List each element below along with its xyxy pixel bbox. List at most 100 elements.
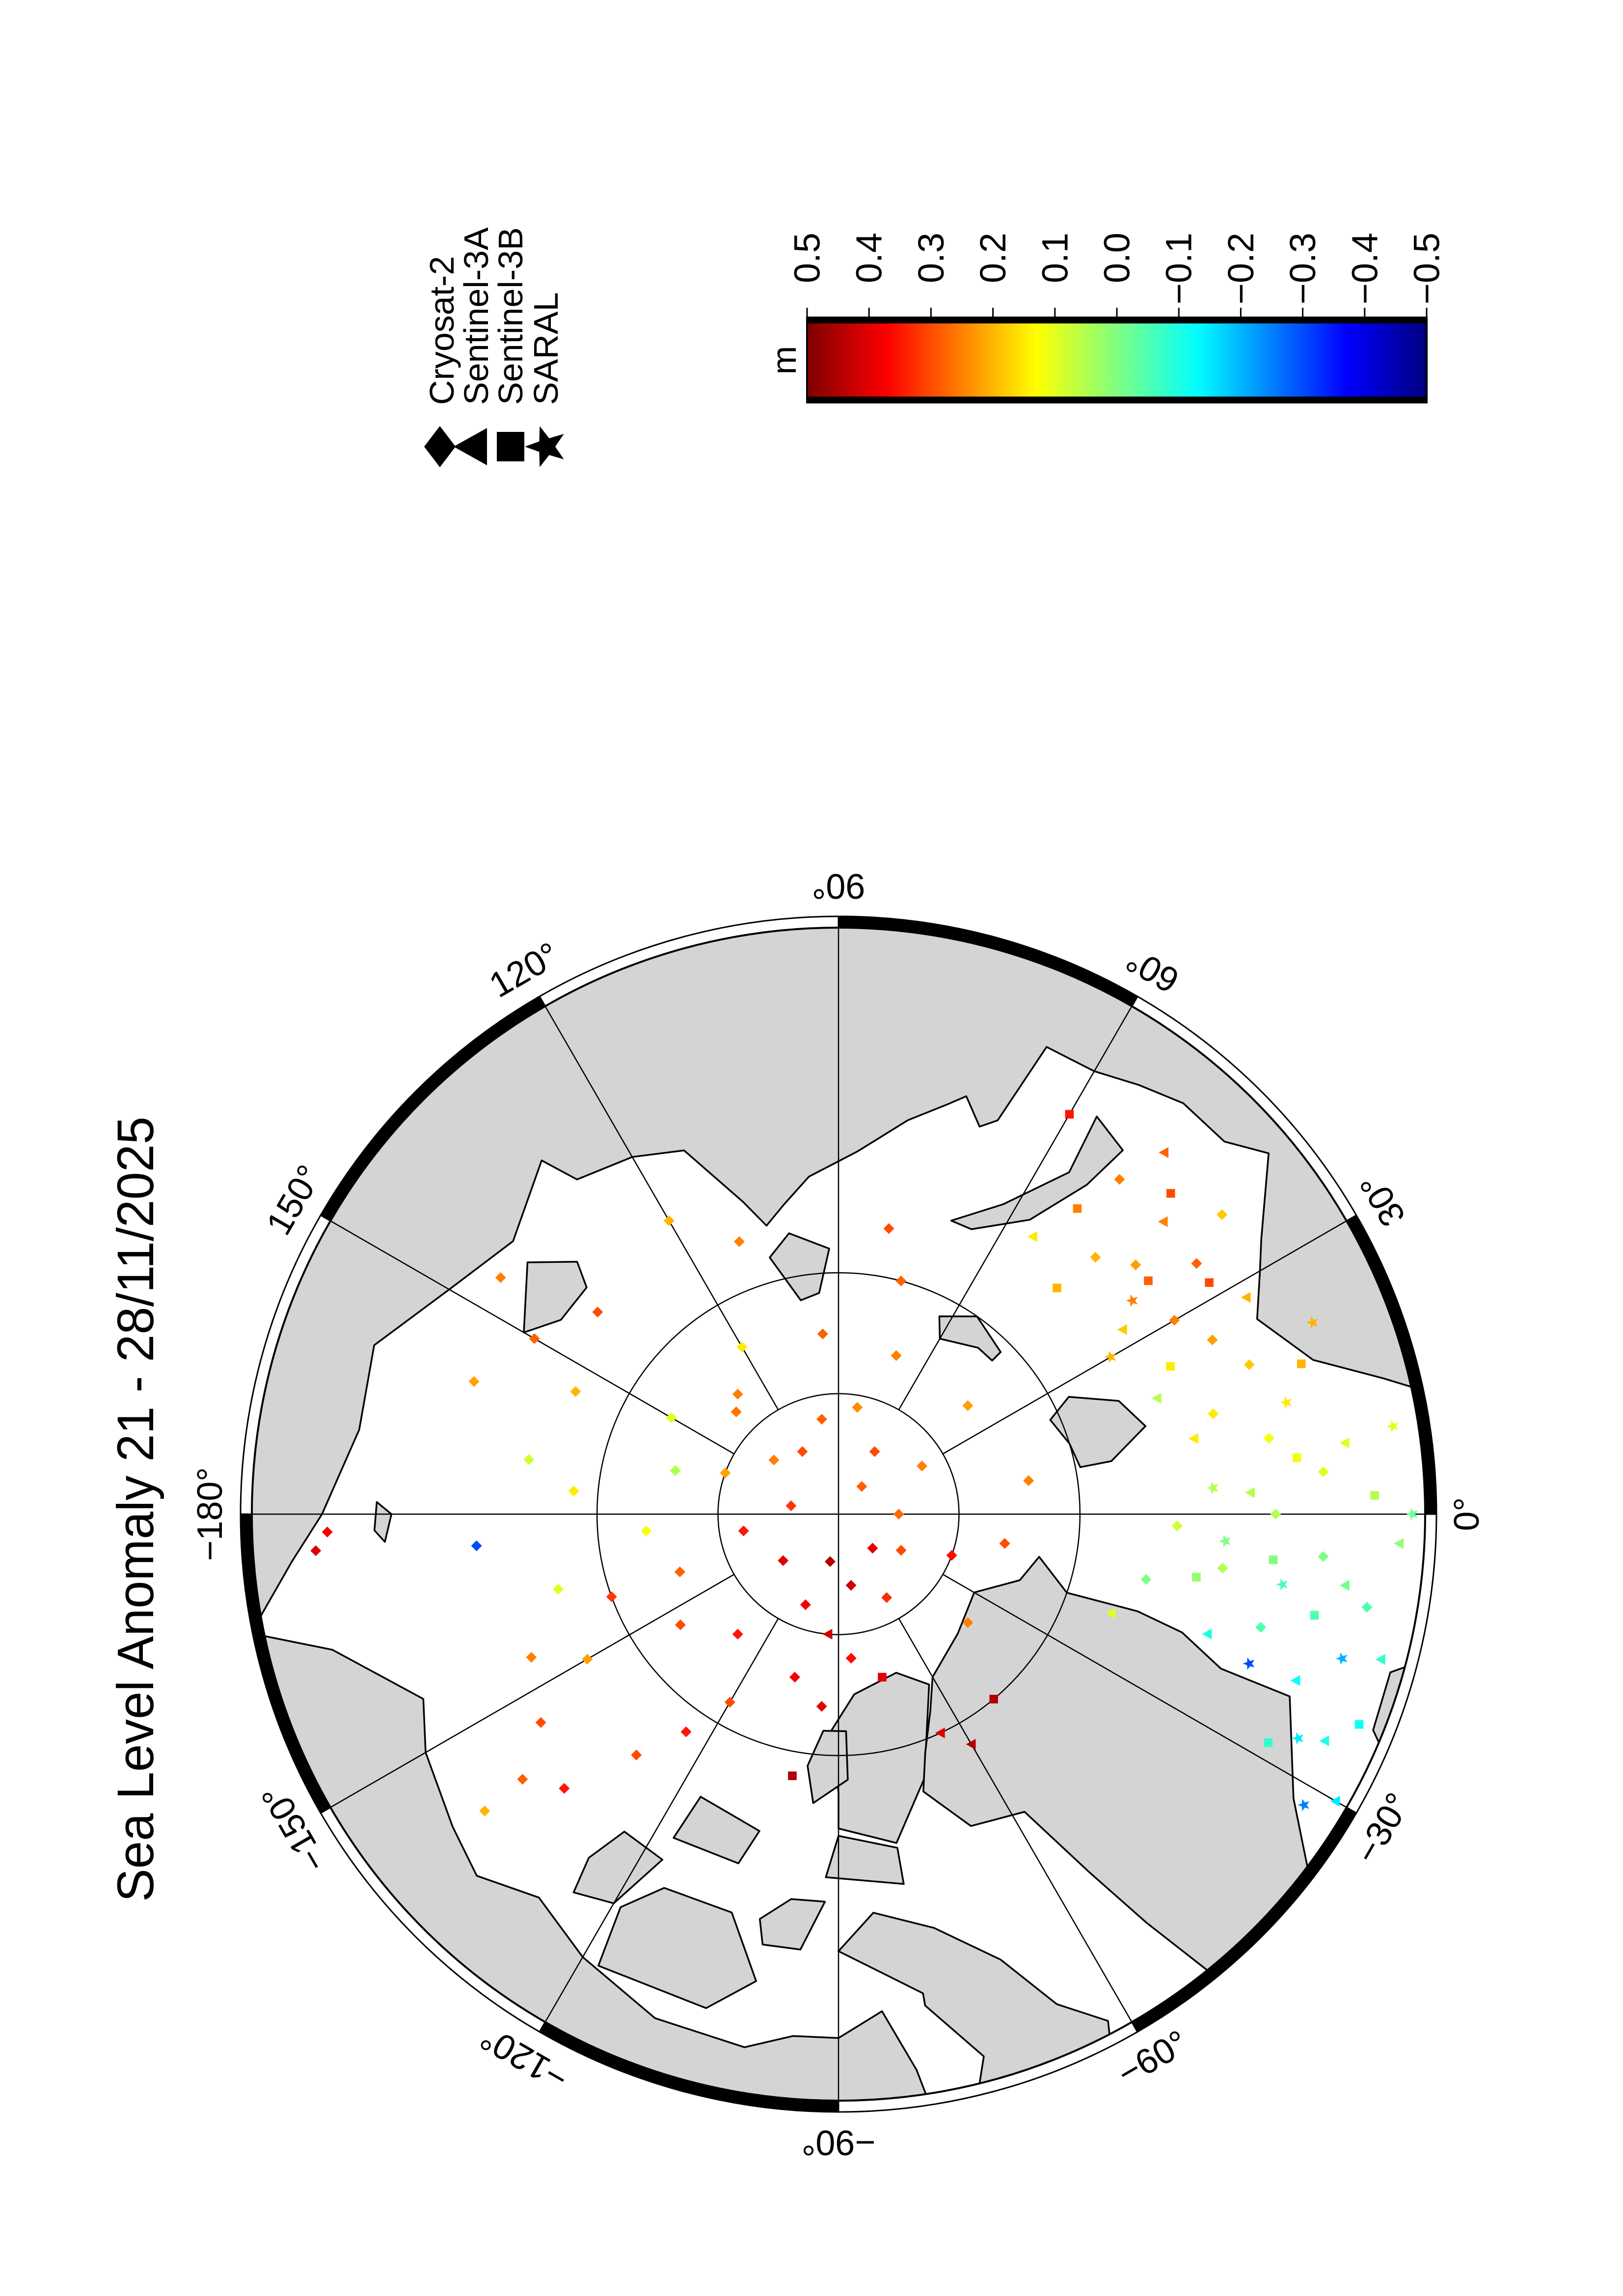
- point-diamond: [895, 1275, 907, 1286]
- meridian-line: [942, 1220, 1347, 1455]
- point-triangle: [1319, 1735, 1329, 1746]
- point-diamond: [738, 1525, 749, 1537]
- colorbar-tick-label: −0.3: [1282, 233, 1323, 304]
- point-square: [1370, 1491, 1379, 1500]
- point-diamond: [800, 1599, 811, 1610]
- point-square: [1166, 1189, 1175, 1198]
- point-diamond: [1270, 1509, 1281, 1520]
- meridian-line: [942, 1574, 1347, 1808]
- point-diamond: [663, 1215, 675, 1227]
- point-triangle: [1202, 1629, 1212, 1640]
- point-triangle: [935, 1727, 945, 1738]
- colorbar-tick-label: 0.0: [1097, 233, 1137, 283]
- point-square: [1310, 1611, 1319, 1620]
- point-square: [1292, 1453, 1301, 1463]
- point-diamond: [1318, 1466, 1329, 1477]
- point-square: [1073, 1204, 1082, 1213]
- point-diamond: [768, 1454, 780, 1466]
- point-star: [1207, 1482, 1218, 1495]
- point-triangle: [966, 1738, 976, 1750]
- point-diamond: [733, 1236, 745, 1247]
- point-square: [788, 1771, 797, 1780]
- point-diamond: [553, 1583, 564, 1595]
- colorbar-tick-label: −0.1: [1159, 233, 1199, 304]
- colorbar-ticks: 0.5 0.4 0.3 0.2 0.1 0.0 −0.1 −0.2 −0.3 −0.4 −0.5: [787, 233, 1447, 320]
- point-diamond: [730, 1406, 742, 1417]
- point-diamond: [881, 1592, 893, 1603]
- land-new-siberian-islands: [523, 1261, 588, 1334]
- point-diamond: [1169, 1314, 1180, 1326]
- point-diamond: [895, 1545, 907, 1556]
- point-star: [1243, 1657, 1255, 1670]
- point-star: [1406, 1508, 1418, 1521]
- land-victoria-island: [597, 1887, 757, 2009]
- point-star: [1298, 1799, 1309, 1812]
- point-star: [1306, 1316, 1318, 1329]
- point-triangle: [1159, 1147, 1169, 1158]
- point-star: [1386, 1420, 1399, 1433]
- point-triangle: [1394, 1538, 1404, 1549]
- point-diamond: [816, 1414, 827, 1425]
- point-diamond: [917, 1460, 928, 1471]
- land-somerset-island: [758, 1898, 826, 1950]
- point-diamond: [720, 1468, 731, 1479]
- point-diamond: [724, 1697, 735, 1708]
- point-diamond: [1263, 1433, 1274, 1444]
- point-diamond: [817, 1328, 828, 1339]
- point-diamond: [1217, 1562, 1228, 1574]
- polar-map: 0°30°60°90°120°150°−180°−150°−120°−90°−6…: [190, 866, 1487, 2162]
- point-diamond: [867, 1543, 878, 1554]
- point-diamond: [468, 1376, 480, 1387]
- point-star: [1292, 1732, 1304, 1745]
- point-diamond: [322, 1526, 333, 1538]
- point-square: [1065, 1110, 1074, 1119]
- point-triangle: [1375, 1654, 1385, 1665]
- point-diamond: [1114, 1174, 1125, 1185]
- point-diamond: [310, 1545, 322, 1556]
- point-diamond: [1244, 1359, 1255, 1370]
- point-diamond: [568, 1485, 579, 1496]
- colorbar-bottom-border: [806, 397, 1428, 403]
- point-square: [1192, 1573, 1201, 1582]
- point-triangle: [1241, 1292, 1251, 1303]
- point-diamond: [845, 1579, 857, 1591]
- point-triangle: [1106, 1608, 1116, 1619]
- point-diamond: [962, 1617, 974, 1629]
- point-diamond: [471, 1540, 482, 1551]
- point-triangle: [1188, 1433, 1198, 1444]
- meridian-line: [898, 1006, 1133, 1411]
- point-triangle: [1117, 1324, 1127, 1335]
- land-axel-heiberg-island: [807, 1730, 849, 1804]
- point-diamond: [1090, 1252, 1101, 1263]
- point-triangle: [1290, 1675, 1300, 1686]
- point-diamond: [797, 1446, 808, 1457]
- colorbar-tick-label: 0.5: [787, 233, 828, 283]
- point-triangle: [1339, 1580, 1350, 1591]
- point-triangle: [1330, 1795, 1340, 1807]
- colorbar-tick-label: −0.2: [1220, 233, 1261, 304]
- point-diamond: [856, 1481, 867, 1492]
- point-diamond: [789, 1672, 801, 1683]
- point-diamond: [641, 1525, 652, 1537]
- land-greenland: [922, 1556, 1380, 2029]
- point-diamond: [845, 1653, 857, 1664]
- land-melville-island: [673, 1795, 760, 1865]
- point-diamond: [1255, 1622, 1267, 1633]
- point-diamond: [778, 1555, 789, 1566]
- point-square: [1269, 1555, 1278, 1564]
- square-symbol-icon: [497, 432, 524, 461]
- point-diamond: [674, 1566, 685, 1577]
- land-novaya-zemlya: [950, 1116, 1124, 1230]
- point-diamond: [535, 1717, 546, 1728]
- point-triangle: [1027, 1231, 1037, 1242]
- point-diamond: [523, 1454, 535, 1465]
- point-diamond: [670, 1465, 681, 1476]
- point-star: [1276, 1578, 1288, 1591]
- point-diamond: [1130, 1259, 1141, 1271]
- colorbar-tick-label: −0.5: [1407, 233, 1447, 304]
- point-diamond: [592, 1307, 603, 1318]
- colorbar-top-border: [806, 317, 1428, 323]
- colorbar-tick-label: 0.4: [849, 233, 890, 283]
- point-triangle: [822, 1629, 833, 1640]
- colorbar-tick-label: 0.3: [911, 233, 951, 283]
